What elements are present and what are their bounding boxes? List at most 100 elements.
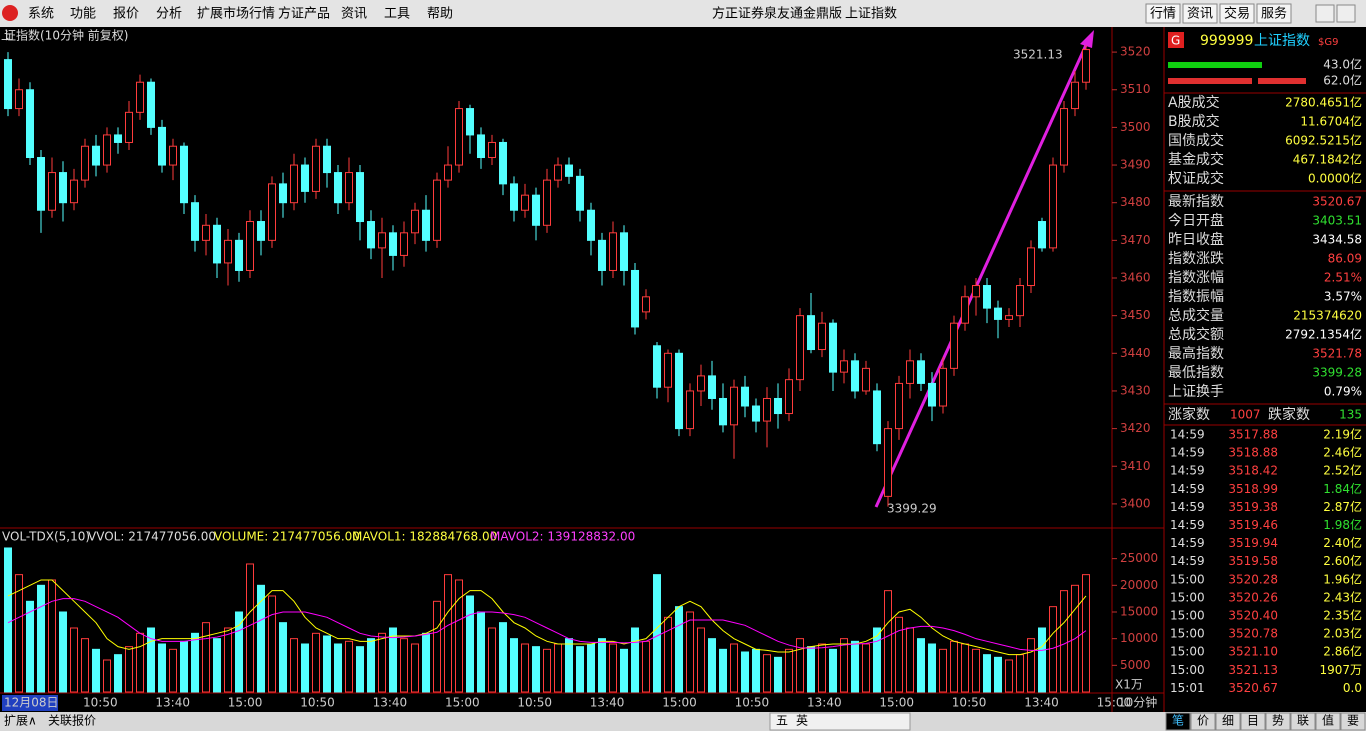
tick-time: 15:01 <box>1170 681 1205 695</box>
menu-item[interactable]: 系统 <box>28 7 54 22</box>
top-button[interactable] <box>1219 3 1255 24</box>
candle-body <box>862 367 870 392</box>
menu-item[interactable]: 资讯 <box>341 7 367 22</box>
volume-bar <box>829 648 837 693</box>
volume-bar <box>334 643 342 693</box>
candle-body <box>532 194 540 226</box>
logo <box>2 5 18 21</box>
candle-body <box>752 405 760 422</box>
tab[interactable] <box>1240 712 1266 731</box>
menu-item[interactable]: 功能 <box>70 7 96 22</box>
tab[interactable] <box>1190 712 1216 731</box>
footer-link[interactable]: 扩展∧ <box>4 714 37 728</box>
tick-time: 14:59 <box>1170 464 1205 478</box>
tab-label[interactable]: 细 <box>1222 714 1234 728</box>
top-button-label[interactable]: 行情 <box>1150 7 1176 22</box>
tick-volume: 2.43亿 <box>1323 589 1362 604</box>
tab[interactable] <box>1215 712 1241 731</box>
candle-body <box>202 224 210 241</box>
stat-value: 3403.51 <box>1312 214 1362 228</box>
sell-bar <box>1168 78 1252 84</box>
tab-label[interactable]: 要 <box>1347 714 1359 728</box>
candle-body <box>26 89 34 159</box>
candle-body <box>323 145 331 174</box>
stat-value: 86.09 <box>1328 252 1362 266</box>
volume-bar <box>1060 590 1068 693</box>
tab-label[interactable]: 目 <box>1247 714 1259 728</box>
low-label: 3399.29 <box>887 502 937 516</box>
tab[interactable] <box>1165 712 1191 731</box>
candle-body <box>422 209 430 241</box>
ime[interactable]: 英 <box>796 714 808 728</box>
tab-label[interactable]: 联 <box>1297 714 1309 728</box>
candle-body <box>774 397 782 415</box>
stat-label: 今日开盘 <box>1168 212 1224 229</box>
tab-label[interactable]: 价 <box>1197 714 1209 728</box>
tab-label[interactable]: 势 <box>1272 714 1284 728</box>
tick-price: 3520.78 <box>1228 627 1278 641</box>
volume-bar <box>796 638 804 693</box>
tick-time: 15:00 <box>1170 627 1205 641</box>
top-button-label[interactable]: 交易 <box>1224 6 1250 22</box>
buy-amount: 43.0亿 <box>1323 57 1362 72</box>
tick-price: 3519.38 <box>1228 500 1278 514</box>
min-button[interactable] <box>1315 4 1335 23</box>
top-button-label[interactable]: 资讯 <box>1187 7 1213 22</box>
candle-body <box>928 382 936 407</box>
tab[interactable] <box>1315 712 1341 731</box>
menu-item[interactable]: 工具 <box>384 7 410 22</box>
top-button[interactable] <box>1182 3 1218 24</box>
tick-volume: 1907万 <box>1319 663 1362 677</box>
menu-item[interactable]: 扩展市场行情 <box>197 6 275 22</box>
volume-bar <box>972 648 980 693</box>
menu-item[interactable]: 帮助 <box>427 7 453 22</box>
top-button-label[interactable]: 服务 <box>1261 6 1287 22</box>
mavol1: MAVOL1: 182884768.00 <box>352 530 497 544</box>
tab[interactable] <box>1290 712 1316 731</box>
candle-body <box>433 179 441 241</box>
top-button[interactable] <box>1145 3 1181 24</box>
y-tick-label: 3470 <box>1120 233 1151 247</box>
y-tick-label: 3500 <box>1120 120 1151 134</box>
candle-body <box>675 352 683 430</box>
time-label: 13:40 <box>155 696 190 710</box>
volume-bar <box>70 627 78 693</box>
top-button[interactable] <box>1256 3 1292 24</box>
candle-body <box>620 232 628 271</box>
tab-label[interactable]: 笔 <box>1172 713 1184 728</box>
tab-label[interactable]: 值 <box>1322 713 1334 728</box>
tab[interactable] <box>1265 712 1291 731</box>
time-label: 10:50 <box>83 696 118 710</box>
volume-bar <box>961 643 969 693</box>
volume-bar <box>862 643 870 693</box>
candle-body <box>785 379 793 415</box>
tick-time: 14:59 <box>1170 536 1205 550</box>
footer-link[interactable]: 关联报价 <box>48 713 96 728</box>
volume-bar <box>774 656 782 693</box>
candle-body <box>268 183 276 241</box>
time-label: 10:50 <box>952 696 987 710</box>
candle-body <box>191 202 199 241</box>
volume-bar <box>15 574 23 693</box>
candle-body <box>499 141 507 185</box>
ime[interactable]: 五 <box>776 714 788 728</box>
stat-label: 最新指数 <box>1168 194 1224 210</box>
max-button[interactable] <box>1336 4 1356 23</box>
tick-price: 3517.88 <box>1228 428 1278 442</box>
menu-item[interactable]: 报价 <box>113 7 139 22</box>
volume-bar <box>444 574 452 693</box>
volume-bar <box>103 659 111 693</box>
candle-body <box>158 126 166 166</box>
menu-item[interactable]: 分析 <box>156 7 182 22</box>
candle-body <box>301 164 309 192</box>
window-title: 方正证券泉友通金鼎版 <box>712 6 842 22</box>
time-label: 15:00 <box>445 696 480 710</box>
time-label: 12月08日 <box>4 696 59 710</box>
y-tick-label: 20000 <box>1120 578 1158 592</box>
y-tick-label: 15000 <box>1120 604 1158 618</box>
stat-value: 0.79% <box>1324 385 1362 399</box>
menu-item[interactable]: 方证产品 <box>278 6 330 22</box>
tab[interactable] <box>1340 712 1366 731</box>
tick-time: 14:59 <box>1170 500 1205 514</box>
